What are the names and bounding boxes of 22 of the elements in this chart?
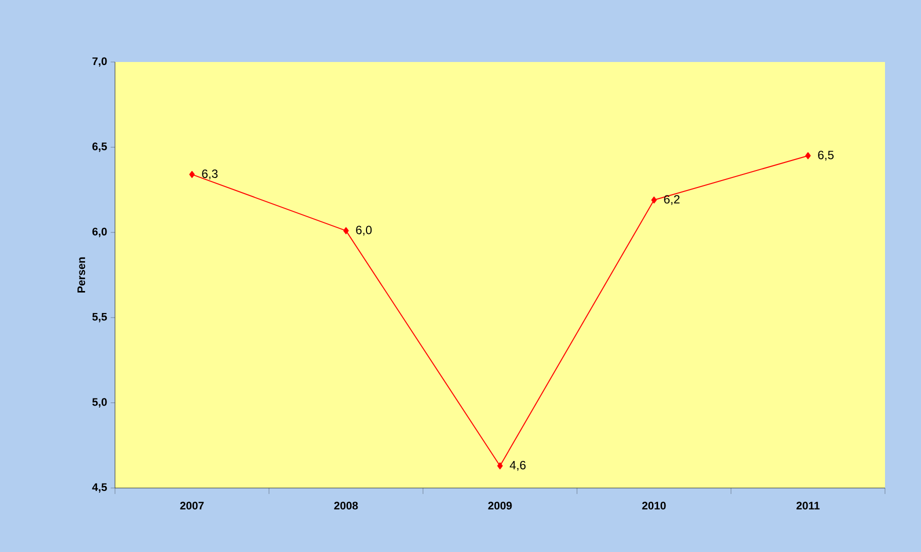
x-tick-label: 2011 — [796, 502, 820, 510]
y-tick-label: 7,0 — [92, 57, 107, 67]
y-tick-label: 6,0 — [92, 228, 107, 238]
data-label: 6,3 — [202, 170, 218, 180]
x-tick-label: 2008 — [334, 502, 358, 510]
y-axis-title: Persen — [78, 257, 86, 293]
y-tick-label: 4,5 — [92, 483, 107, 493]
data-label: 6,0 — [356, 226, 372, 236]
point — [343, 227, 349, 234]
y-tick-label: 5,0 — [92, 398, 107, 408]
point — [805, 152, 811, 160]
x-tick-label: 2010 — [642, 502, 666, 510]
data-label: 6,2 — [664, 195, 680, 205]
point — [497, 462, 503, 470]
y-tick-label: 6,5 — [92, 142, 107, 152]
data-label: 6,5 — [818, 150, 834, 161]
point — [651, 196, 657, 204]
point — [189, 170, 195, 178]
y-tick-label: 5,5 — [92, 312, 107, 322]
data-label: 4,6 — [510, 460, 526, 471]
x-tick-label: 2007 — [180, 502, 204, 510]
x-tick-label: 2009 — [488, 502, 512, 510]
